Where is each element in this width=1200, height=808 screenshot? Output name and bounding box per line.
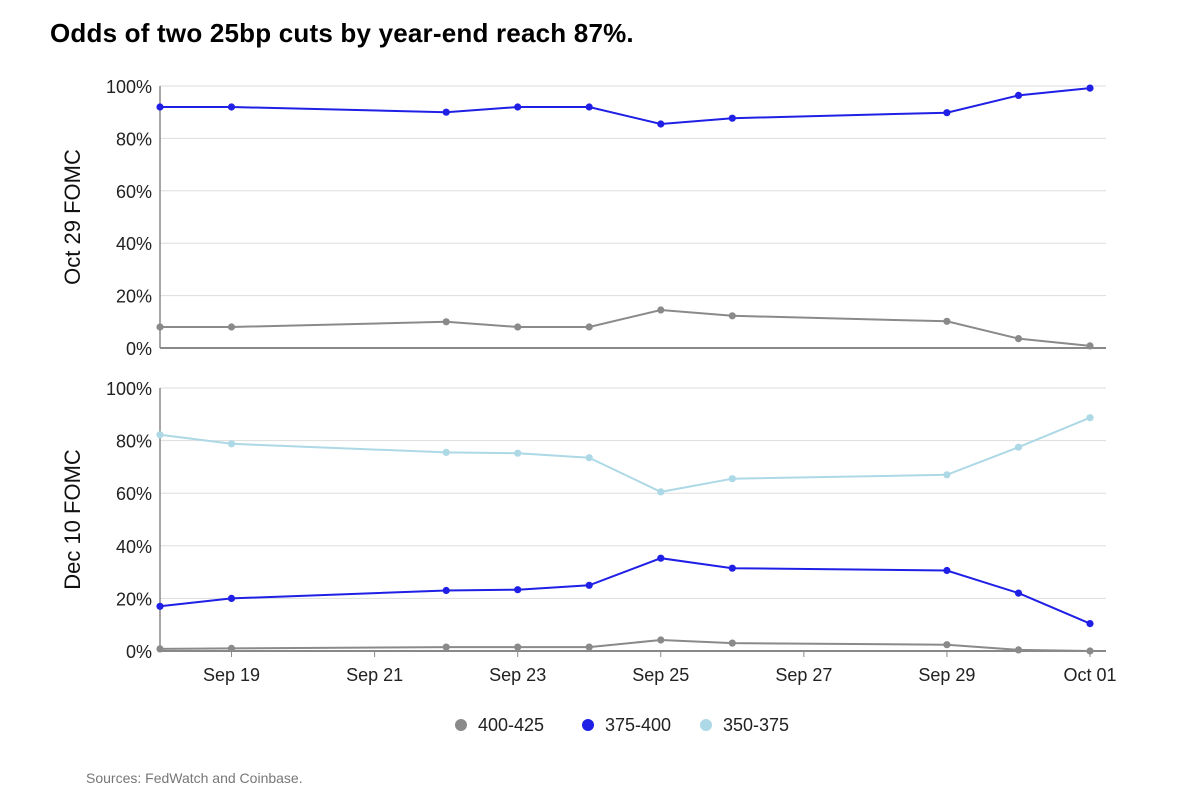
- series-line-400-425: [160, 308, 1091, 347]
- data-point: [442, 318, 450, 326]
- data-point: [156, 431, 164, 439]
- y-tick-label: 0%: [126, 339, 152, 359]
- x-tick-label: Sep 19: [203, 665, 260, 685]
- data-point: [1086, 414, 1094, 422]
- data-point: [1086, 84, 1094, 92]
- data-point: [1086, 342, 1094, 350]
- y-tick-label: 80%: [116, 432, 152, 452]
- data-point: [585, 581, 593, 589]
- legend-marker-375-400: [582, 719, 594, 731]
- y-tick-label: 20%: [116, 287, 152, 307]
- data-point: [1086, 620, 1094, 628]
- y-tick-label: 60%: [116, 484, 152, 504]
- legend-marker-400-425: [455, 719, 467, 731]
- data-point: [728, 114, 736, 122]
- y-tick-label: 40%: [116, 234, 152, 254]
- series-line-350-375: [159, 416, 1091, 493]
- data-point: [943, 566, 951, 575]
- data-point: [514, 103, 522, 111]
- source-note: Sources: FedWatch and Coinbase.: [86, 770, 303, 786]
- data-point: [442, 586, 450, 595]
- data-point: [227, 644, 236, 653]
- x-tick-label: Sep 23: [489, 665, 546, 685]
- data-point: [1014, 91, 1023, 99]
- data-point: [943, 471, 951, 479]
- x-tick-label: Sep 25: [632, 665, 689, 685]
- legend-label: 350-375: [723, 715, 789, 735]
- data-point: [943, 641, 951, 649]
- data-point: [657, 636, 665, 644]
- data-point: [156, 645, 164, 653]
- data-point: [728, 475, 736, 483]
- data-point: [943, 109, 951, 117]
- x-tick-label: Oct 01: [1063, 665, 1116, 685]
- data-point: [1014, 443, 1023, 451]
- data-point: [1014, 646, 1023, 654]
- data-point: [442, 643, 450, 651]
- y-tick-label: 100%: [106, 379, 152, 399]
- legend-label: 375-400: [605, 715, 671, 735]
- data-point: [585, 103, 593, 111]
- series-line-400-425: [159, 638, 1091, 652]
- x-tick-label: Sep 29: [918, 665, 975, 685]
- data-point: [514, 586, 522, 594]
- data-point: [156, 602, 164, 610]
- y-tick-label: 100%: [106, 77, 152, 97]
- series-line-375-400: [160, 87, 1091, 126]
- data-point: [227, 440, 236, 448]
- data-point: [728, 564, 736, 572]
- legend-label: 400-425: [478, 715, 544, 735]
- data-point: [657, 554, 665, 562]
- data-point: [657, 488, 665, 496]
- data-point: [585, 454, 593, 462]
- y-tick-label: 0%: [126, 642, 152, 662]
- data-point: [514, 449, 522, 457]
- x-tick-label: Sep 27: [775, 665, 832, 685]
- data-point: [156, 323, 164, 331]
- data-point: [442, 108, 450, 116]
- data-point: [728, 312, 736, 320]
- chart-title: Odds of two 25bp cuts by year-end reach …: [50, 18, 634, 48]
- data-point: [657, 306, 665, 314]
- data-point: [156, 103, 164, 111]
- data-point: [657, 120, 665, 128]
- series-line-375-400: [159, 557, 1091, 625]
- y-tick-label: 40%: [116, 537, 152, 557]
- data-point: [227, 103, 236, 111]
- data-point: [442, 448, 450, 456]
- data-point: [1014, 589, 1023, 597]
- data-point: [514, 643, 522, 651]
- legend-marker-350-375: [700, 719, 712, 731]
- data-point: [728, 639, 736, 647]
- data-point: [1014, 335, 1023, 343]
- data-point: [943, 317, 951, 325]
- panel-label: Dec 10 FOMC: [60, 449, 85, 590]
- data-point: [227, 323, 236, 331]
- x-tick-label: Sep 21: [346, 665, 403, 685]
- y-tick-label: 20%: [116, 589, 152, 609]
- data-point: [514, 323, 522, 331]
- y-tick-label: 80%: [116, 129, 152, 149]
- y-tick-label: 60%: [116, 182, 152, 202]
- data-point: [585, 643, 593, 651]
- data-point: [585, 323, 593, 331]
- panel-label: Oct 29 FOMC: [60, 149, 85, 285]
- data-point: [227, 594, 236, 603]
